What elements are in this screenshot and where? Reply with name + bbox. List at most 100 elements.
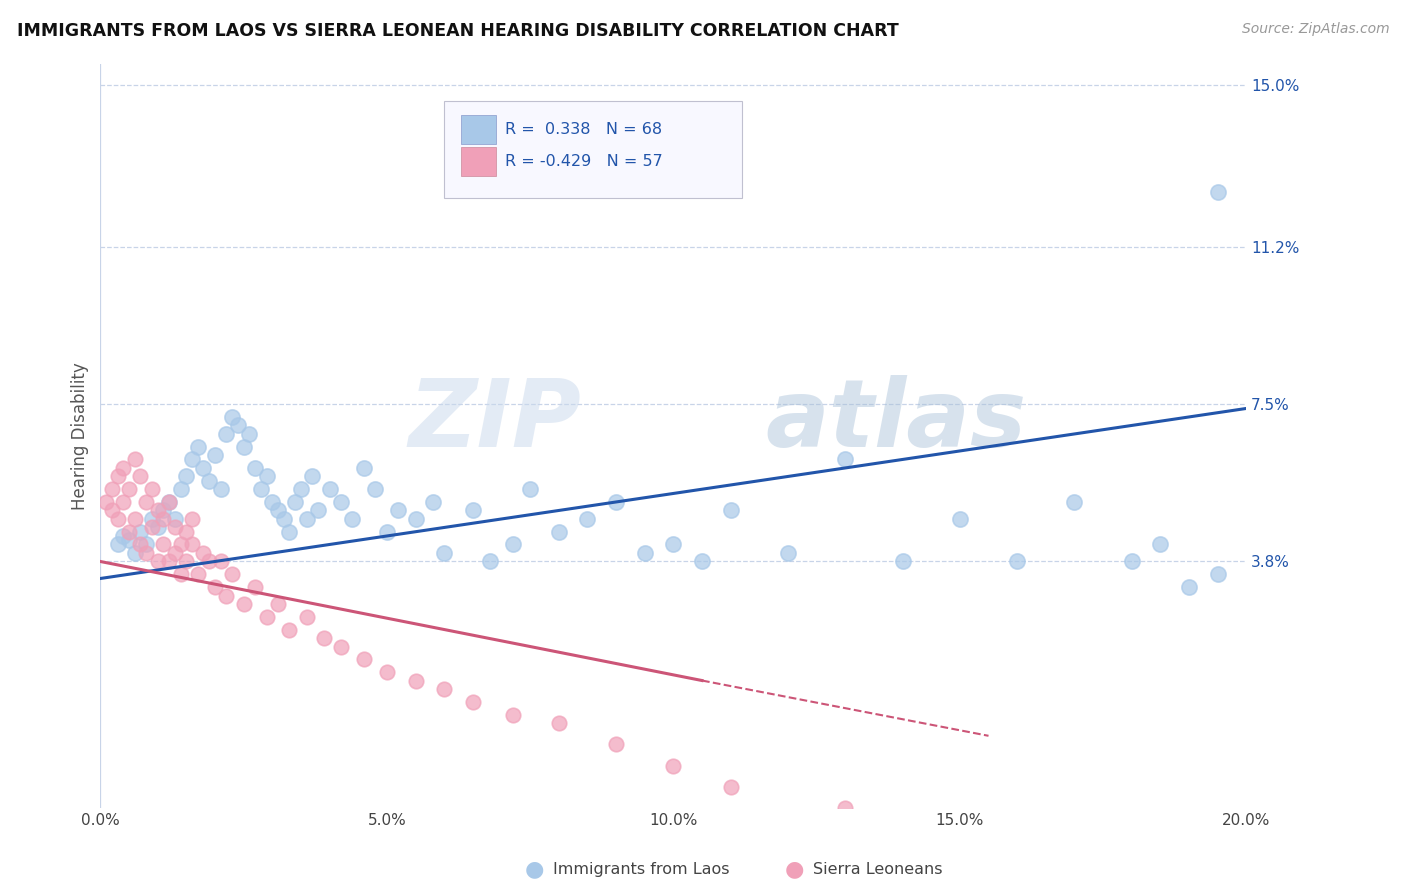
Point — [169, 482, 191, 496]
Point — [94, 495, 117, 509]
Point — [176, 554, 198, 568]
Point — [215, 589, 238, 603]
Y-axis label: Hearing Disability: Hearing Disability — [72, 362, 89, 510]
Text: ZIP: ZIP — [409, 376, 582, 467]
Point — [243, 580, 266, 594]
Point — [157, 554, 180, 568]
Text: Sierra Leoneans: Sierra Leoneans — [813, 863, 942, 877]
Point — [101, 482, 124, 496]
Point — [278, 524, 301, 539]
Point — [215, 426, 238, 441]
Point — [193, 546, 215, 560]
Point — [118, 533, 141, 548]
Point — [187, 440, 209, 454]
FancyBboxPatch shape — [461, 115, 496, 144]
Point — [1005, 554, 1028, 568]
Point — [221, 567, 243, 582]
Point — [720, 503, 742, 517]
Point — [634, 546, 657, 560]
Point — [226, 418, 249, 433]
Point — [209, 482, 232, 496]
Point — [146, 503, 169, 517]
Point — [152, 512, 174, 526]
Point — [662, 758, 685, 772]
Point — [1206, 567, 1229, 582]
Point — [176, 469, 198, 483]
Point — [284, 495, 307, 509]
Point — [124, 512, 146, 526]
Point — [776, 546, 799, 560]
Point — [101, 503, 124, 517]
Point — [181, 452, 204, 467]
Point — [141, 512, 163, 526]
Point — [576, 512, 599, 526]
Point — [301, 469, 323, 483]
Point — [135, 495, 157, 509]
Point — [461, 503, 484, 517]
Point — [278, 623, 301, 637]
Point — [141, 482, 163, 496]
Point — [353, 652, 375, 666]
Point — [129, 524, 152, 539]
Point — [107, 512, 129, 526]
Point — [198, 474, 221, 488]
Point — [204, 580, 226, 594]
Point — [249, 482, 271, 496]
Point — [605, 495, 627, 509]
Point — [107, 537, 129, 551]
Point — [163, 512, 186, 526]
Text: R = -0.429   N = 57: R = -0.429 N = 57 — [505, 154, 662, 169]
Point — [141, 520, 163, 534]
Point — [267, 597, 290, 611]
Point — [547, 716, 569, 731]
Text: ●: ● — [524, 860, 544, 880]
Point — [662, 537, 685, 551]
Point — [405, 512, 427, 526]
FancyBboxPatch shape — [461, 147, 496, 176]
Point — [181, 512, 204, 526]
Point — [405, 673, 427, 688]
Point — [112, 461, 135, 475]
Point — [422, 495, 444, 509]
Point — [135, 537, 157, 551]
Point — [949, 512, 972, 526]
Text: ●: ● — [785, 860, 804, 880]
Point — [152, 537, 174, 551]
Point — [112, 529, 135, 543]
Point — [364, 482, 387, 496]
Point — [273, 512, 295, 526]
Point — [353, 461, 375, 475]
Text: atlas: atlas — [765, 376, 1026, 467]
Point — [519, 482, 541, 496]
Point — [221, 409, 243, 424]
Point — [146, 520, 169, 534]
Text: IMMIGRANTS FROM LAOS VS SIERRA LEONEAN HEARING DISABILITY CORRELATION CHART: IMMIGRANTS FROM LAOS VS SIERRA LEONEAN H… — [17, 22, 898, 40]
Point — [834, 452, 856, 467]
Point — [318, 482, 340, 496]
Point — [330, 495, 353, 509]
Point — [387, 503, 409, 517]
Point — [163, 546, 186, 560]
Point — [193, 461, 215, 475]
Point — [181, 537, 204, 551]
Point — [124, 452, 146, 467]
Point — [461, 695, 484, 709]
Point — [157, 495, 180, 509]
Point — [433, 681, 456, 696]
Point — [129, 537, 152, 551]
Point — [479, 554, 502, 568]
Text: Immigrants from Laos: Immigrants from Laos — [553, 863, 730, 877]
Point — [209, 554, 232, 568]
Point — [243, 461, 266, 475]
Point — [169, 537, 191, 551]
Point — [290, 482, 312, 496]
Point — [152, 503, 174, 517]
Point — [187, 567, 209, 582]
Point — [502, 707, 524, 722]
Point — [267, 503, 290, 517]
Point — [502, 537, 524, 551]
Point — [375, 524, 398, 539]
Point — [605, 737, 627, 751]
Point — [295, 512, 318, 526]
Point — [232, 597, 254, 611]
